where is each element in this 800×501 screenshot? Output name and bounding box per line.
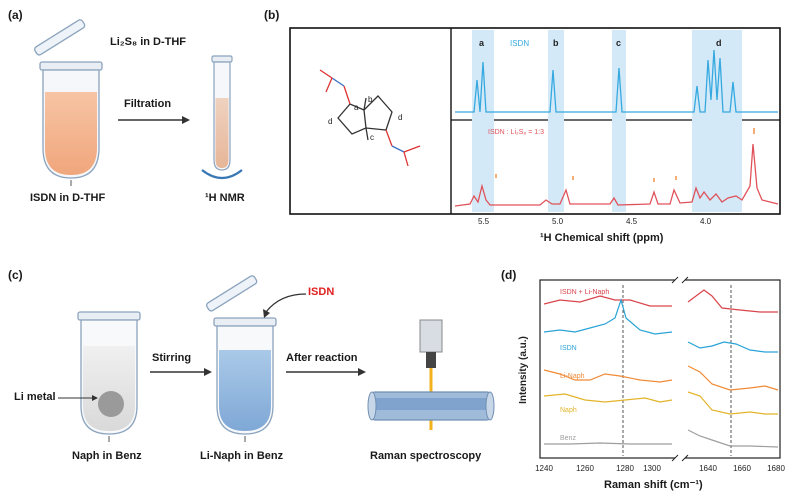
svg-text:Li-Naph: Li-Naph bbox=[560, 373, 585, 380]
svg-text:1260: 1260 bbox=[576, 464, 594, 473]
raman-trace-naph bbox=[543, 391, 778, 415]
raman-trace-labels: ISDN + Li-Naph ISDN Li-Naph Naph Benz bbox=[560, 289, 609, 442]
svg-text:1280: 1280 bbox=[616, 464, 634, 473]
raman-trace-li-naph bbox=[543, 365, 779, 391]
svg-text:d: d bbox=[716, 38, 722, 48]
svg-text:4.5: 4.5 bbox=[626, 217, 638, 226]
after-reaction-label: After reaction bbox=[286, 352, 358, 364]
svg-text:c: c bbox=[616, 38, 621, 48]
nmr-label: ¹H NMR bbox=[205, 192, 245, 204]
svg-text:a: a bbox=[479, 38, 485, 48]
svg-text:b: b bbox=[553, 38, 559, 48]
svg-text:b: b bbox=[368, 95, 373, 104]
panel-label-a: (a) bbox=[8, 8, 23, 22]
nmr-x-axis: 5.5 5.0 4.5 4.0 bbox=[478, 217, 712, 226]
panel-label-c: (c) bbox=[8, 268, 23, 282]
svg-text:c: c bbox=[370, 133, 374, 142]
vial-a bbox=[39, 61, 103, 186]
vial-cap-a bbox=[34, 19, 86, 56]
svg-text:ISDN: ISDN bbox=[560, 345, 577, 352]
filtration-arrow bbox=[118, 116, 190, 124]
svg-text:ISDN + Li-Naph: ISDN + Li-Naph bbox=[560, 289, 609, 296]
stirring-arrow bbox=[150, 368, 212, 376]
isdn-reagent-label: ISDN bbox=[308, 286, 335, 298]
nmr-peak-labels: a b c d bbox=[479, 38, 722, 48]
atom-labels: a b c d d bbox=[328, 95, 402, 142]
naph-benz-label: Naph in Benz bbox=[72, 450, 142, 462]
stirring-label: Stirring bbox=[152, 352, 192, 364]
raman-trace-benz bbox=[544, 429, 779, 448]
raman-y-label: Intensity (a.u.) bbox=[518, 336, 529, 404]
svg-text:5.0: 5.0 bbox=[552, 217, 564, 226]
svg-text:Benz: Benz bbox=[560, 435, 576, 442]
reagent-label: Li₂S₈ in D-THF bbox=[110, 36, 187, 48]
svg-text:4.0: 4.0 bbox=[700, 217, 712, 226]
raman-x-ticks: 1240 1260 1280 1300 1640 1660 1680 bbox=[535, 464, 785, 473]
vial-naph bbox=[77, 311, 141, 442]
nmr-x-label: ¹H Chemical shift (ppm) bbox=[540, 232, 664, 244]
panel-label-b: (b) bbox=[264, 8, 280, 22]
nmr-markers bbox=[495, 128, 755, 182]
svg-text:1660: 1660 bbox=[733, 464, 751, 473]
nmr-legend-bottom: ISDN : Li₂S₈ = 1:3 bbox=[488, 129, 544, 136]
svg-text:1300: 1300 bbox=[643, 464, 661, 473]
svg-text:a: a bbox=[354, 103, 359, 112]
svg-text:5.5: 5.5 bbox=[478, 217, 490, 226]
isdn-structure bbox=[319, 69, 421, 167]
nmr-legend-top: ISDN bbox=[510, 39, 529, 48]
nmr-spectrum-mixture bbox=[454, 143, 779, 207]
raman-label: Raman spectroscopy bbox=[370, 450, 482, 462]
panel-a-illustration bbox=[34, 19, 243, 186]
raman-setup bbox=[367, 319, 495, 430]
nmr-tube bbox=[201, 55, 243, 180]
svg-text:Naph: Naph bbox=[560, 407, 577, 414]
svg-text:1680: 1680 bbox=[767, 464, 785, 473]
panel-label-d: (d) bbox=[501, 268, 517, 282]
nmr-spectrum-isdn bbox=[455, 49, 778, 113]
filtration-label: Filtration bbox=[124, 98, 172, 110]
li-metal-label: Li metal bbox=[14, 391, 56, 403]
panel-b-figure: a b c d d a b c d ISDN ISDN : Li₂S₈ = 1:… bbox=[289, 27, 781, 226]
raman-x-label: Raman shift (cm⁻¹) bbox=[604, 479, 703, 491]
svg-text:1640: 1640 bbox=[699, 464, 717, 473]
raman-trace-isdn-li-naph bbox=[543, 289, 778, 313]
svg-text:d: d bbox=[398, 113, 402, 122]
svg-text:d: d bbox=[328, 117, 332, 126]
raman-trace-isdn bbox=[543, 297, 778, 353]
vial-li-naph bbox=[206, 275, 277, 442]
svg-text:1240: 1240 bbox=[535, 464, 553, 473]
li-naph-benz-label: Li-Naph in Benz bbox=[200, 450, 284, 462]
panel-c-illustration bbox=[58, 275, 495, 442]
isdn-thf-label: ISDN in D-THF bbox=[30, 192, 106, 204]
reaction-arrow bbox=[286, 368, 366, 376]
